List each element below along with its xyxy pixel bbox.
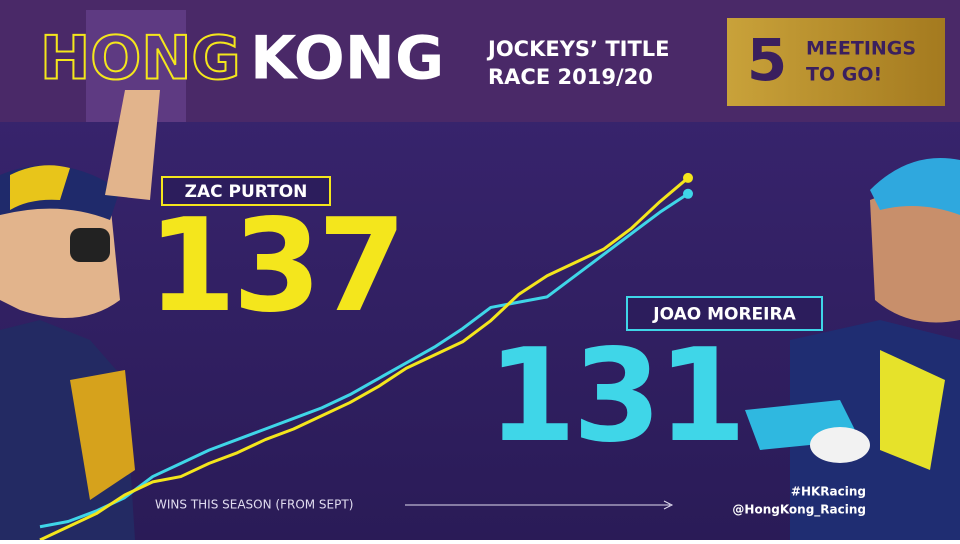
total-wins: 131 <box>487 322 742 471</box>
countdown-number: 5 <box>747 26 787 94</box>
countdown-text: TO GO! <box>806 64 882 86</box>
hashtag: #HKRacing <box>791 485 866 499</box>
series-line <box>39 176 689 542</box>
title-solid: KONG <box>250 24 444 94</box>
handle: @HongKong_Racing <box>732 503 866 518</box>
axis-arrow-head <box>663 500 674 510</box>
subtitle: RACE 2019/20 <box>488 65 653 89</box>
name-tag: JOAO MOREIRA <box>652 305 796 325</box>
countdown-box <box>727 18 945 106</box>
x-axis-label: WINS THIS SEASON (FROM SEPT) <box>155 498 353 512</box>
total-wins: 137 <box>147 192 402 341</box>
countdown-text: MEETINGS <box>806 38 916 60</box>
jockey-left <box>0 90 160 540</box>
title-outline: HONG <box>40 24 241 94</box>
jockey-right <box>745 158 960 540</box>
name-tag: ZAC PURTON <box>185 182 308 202</box>
name-tag-box <box>161 176 331 206</box>
end-point <box>683 172 693 183</box>
end-point <box>683 188 693 199</box>
name-tag-box <box>626 296 823 331</box>
subtitle: JOCKEYS’ TITLE <box>486 37 670 61</box>
series-line <box>39 192 689 529</box>
